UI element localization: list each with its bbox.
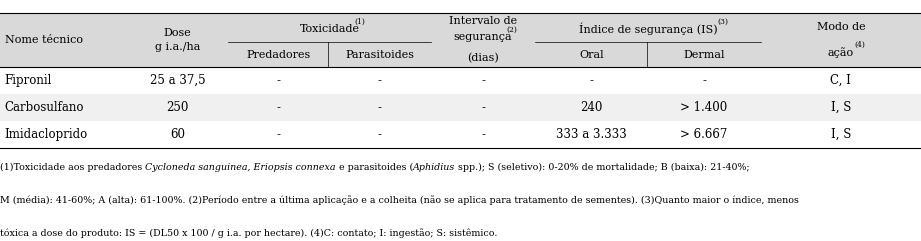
Text: Intervalo de: Intervalo de	[449, 16, 517, 26]
Text: 25 a 37,5: 25 a 37,5	[150, 74, 205, 87]
Text: I, S: I, S	[831, 128, 851, 141]
Text: 240: 240	[580, 101, 602, 114]
Text: -: -	[481, 128, 485, 141]
Text: -: -	[481, 74, 485, 87]
Text: Predadores: Predadores	[246, 50, 310, 60]
Text: spp.); S (seletivo): 0-20% de mortalidade; B (baixa): 21-40%;: spp.); S (seletivo): 0-20% de mortalidad…	[455, 163, 750, 172]
Text: -: -	[276, 101, 280, 114]
Text: Oral: Oral	[579, 50, 603, 60]
Text: ação: ação	[828, 47, 854, 58]
Text: M (média): 41-60%; A (alta): 61-100%. (2)Período entre a última aplicação e a co: M (média): 41-60%; A (alta): 61-100%. (2…	[0, 195, 799, 205]
Text: -: -	[276, 128, 280, 141]
Text: -: -	[378, 128, 381, 141]
Text: (3): (3)	[717, 18, 729, 26]
Text: Fipronil: Fipronil	[5, 74, 52, 87]
Bar	[0, 13, 921, 67]
Text: (dias): (dias)	[467, 53, 499, 63]
Text: Aphidius: Aphidius	[413, 163, 455, 172]
Text: Cycloneda sanguinea, Eriopsis connexa: Cycloneda sanguinea, Eriopsis connexa	[146, 163, 336, 172]
Text: -: -	[702, 74, 706, 87]
Text: (4): (4)	[855, 41, 866, 49]
Text: -: -	[276, 74, 280, 87]
Text: -: -	[378, 101, 381, 114]
Text: segurança: segurança	[454, 33, 512, 42]
Text: 333 a 3.333: 333 a 3.333	[556, 128, 626, 141]
Text: Carbosulfano: Carbosulfano	[5, 101, 84, 114]
Bar	[0, 67, 921, 94]
Text: Toxicidade: Toxicidade	[299, 24, 360, 34]
Text: Índice de segurança (IS): Índice de segurança (IS)	[578, 23, 717, 35]
Text: 60: 60	[170, 128, 185, 141]
Text: > 6.667: > 6.667	[681, 128, 728, 141]
Text: (1)Toxicidade aos predadores: (1)Toxicidade aos predadores	[0, 163, 146, 172]
Text: Dermal: Dermal	[683, 50, 725, 60]
Text: -: -	[589, 74, 593, 87]
Text: > 1.400: > 1.400	[681, 101, 728, 114]
Text: tóxica a dose do produto: IS = (DL50 x 100 / g i.a. por hectare). (4)C: contato;: tóxica a dose do produto: IS = (DL50 x 1…	[0, 228, 497, 238]
Text: I, S: I, S	[831, 101, 851, 114]
Bar	[0, 94, 921, 121]
Text: -: -	[378, 74, 381, 87]
Text: Dose
g i.a./ha: Dose g i.a./ha	[155, 28, 201, 52]
Text: e parasitoides (: e parasitoides (	[336, 163, 413, 172]
Text: 250: 250	[167, 101, 189, 114]
Text: Imidacloprido: Imidacloprido	[5, 128, 87, 141]
Text: (2): (2)	[507, 26, 518, 34]
Text: (1): (1)	[355, 18, 366, 26]
Bar	[0, 121, 921, 148]
Text: C, I: C, I	[831, 74, 851, 87]
Text: Nome técnico: Nome técnico	[5, 35, 83, 45]
Text: -: -	[481, 101, 485, 114]
Text: Parasitoides: Parasitoides	[345, 50, 414, 60]
Text: Modo de: Modo de	[817, 22, 865, 32]
